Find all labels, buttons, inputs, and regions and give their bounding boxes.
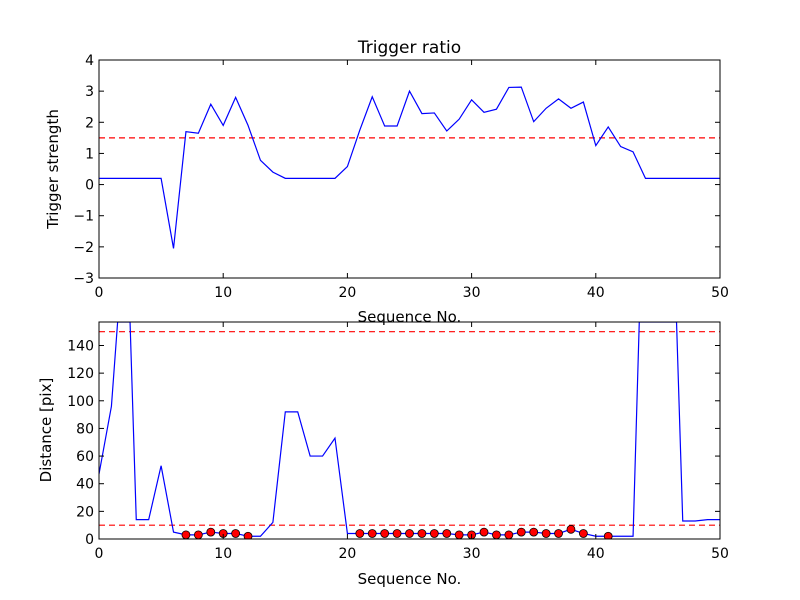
data-point xyxy=(206,527,216,537)
data-point xyxy=(392,529,402,538)
x-axis-label: Sequence No. xyxy=(358,308,462,326)
data-point xyxy=(380,529,390,538)
y-tick-label: 1 xyxy=(85,146,94,162)
data-point xyxy=(504,530,514,539)
data-point xyxy=(603,531,613,539)
y-tick-label: 0 xyxy=(85,532,94,548)
x-tick-label: 20 xyxy=(338,546,356,562)
x-tick-label: 0 xyxy=(95,546,104,562)
x-tick-label: 40 xyxy=(587,546,605,562)
x-tick-label: 20 xyxy=(338,285,356,301)
data-point xyxy=(181,530,191,539)
y-tick-label: −1 xyxy=(73,209,94,225)
x-tick-label: 50 xyxy=(711,546,729,562)
chart-title: Trigger ratio xyxy=(357,38,461,58)
series-line xyxy=(99,86,720,249)
data-point xyxy=(492,530,501,539)
x-tick-label: 40 xyxy=(587,285,605,301)
y-tick-label: 80 xyxy=(76,421,94,437)
data-point xyxy=(554,529,563,538)
y-tick-label: 140 xyxy=(67,338,94,354)
y-tick-label: −2 xyxy=(73,240,94,256)
data-point xyxy=(417,529,427,538)
y-tick-label: 4 xyxy=(85,53,94,69)
x-tick-label: 30 xyxy=(463,285,481,301)
data-point xyxy=(243,531,253,539)
y-tick-label: 120 xyxy=(67,366,94,382)
data-point xyxy=(479,527,489,537)
plot-area xyxy=(99,86,720,249)
data-point xyxy=(578,529,588,538)
data-point xyxy=(529,527,539,537)
x-tick-label: 10 xyxy=(214,285,232,301)
data-point xyxy=(355,529,365,538)
plot-area xyxy=(99,322,720,539)
data-point xyxy=(516,527,526,537)
data-point xyxy=(541,529,551,538)
data-point xyxy=(566,524,576,534)
series-line xyxy=(99,322,720,537)
chart-distance: Sequence No. Distance [pix] 0 10 20 30 40 50 0… xyxy=(37,321,729,588)
x-axis-label: Sequence No. xyxy=(358,570,462,588)
plot-frame xyxy=(98,321,721,540)
x-tick-label: 30 xyxy=(463,546,481,562)
y-tick-label: 0 xyxy=(85,178,94,194)
chart-trigger-ratio: Trigger ratio Sequence No. Trigger stren… xyxy=(44,38,729,326)
y-tick-label: 100 xyxy=(67,394,94,410)
x-tick-label: 10 xyxy=(214,546,232,562)
y-tick-label: 60 xyxy=(76,449,94,465)
y-tick-label: 3 xyxy=(85,84,94,100)
data-point xyxy=(454,530,464,539)
data-point xyxy=(193,530,203,539)
data-point xyxy=(442,529,452,538)
plot-frame xyxy=(98,59,721,279)
data-point xyxy=(367,529,377,538)
y-tick-label: 2 xyxy=(85,115,94,131)
y-tick-label: 20 xyxy=(76,504,94,520)
x-tick-label: 0 xyxy=(95,285,104,301)
data-point xyxy=(405,529,414,538)
data-point xyxy=(429,529,439,538)
y-tick-label: 40 xyxy=(76,477,94,493)
y-axis-label: Trigger strength xyxy=(44,109,62,230)
data-point xyxy=(231,529,241,538)
y-axis-label: Distance [pix] xyxy=(37,378,55,483)
y-tick-label: −3 xyxy=(73,271,94,287)
x-tick-label: 50 xyxy=(711,285,729,301)
